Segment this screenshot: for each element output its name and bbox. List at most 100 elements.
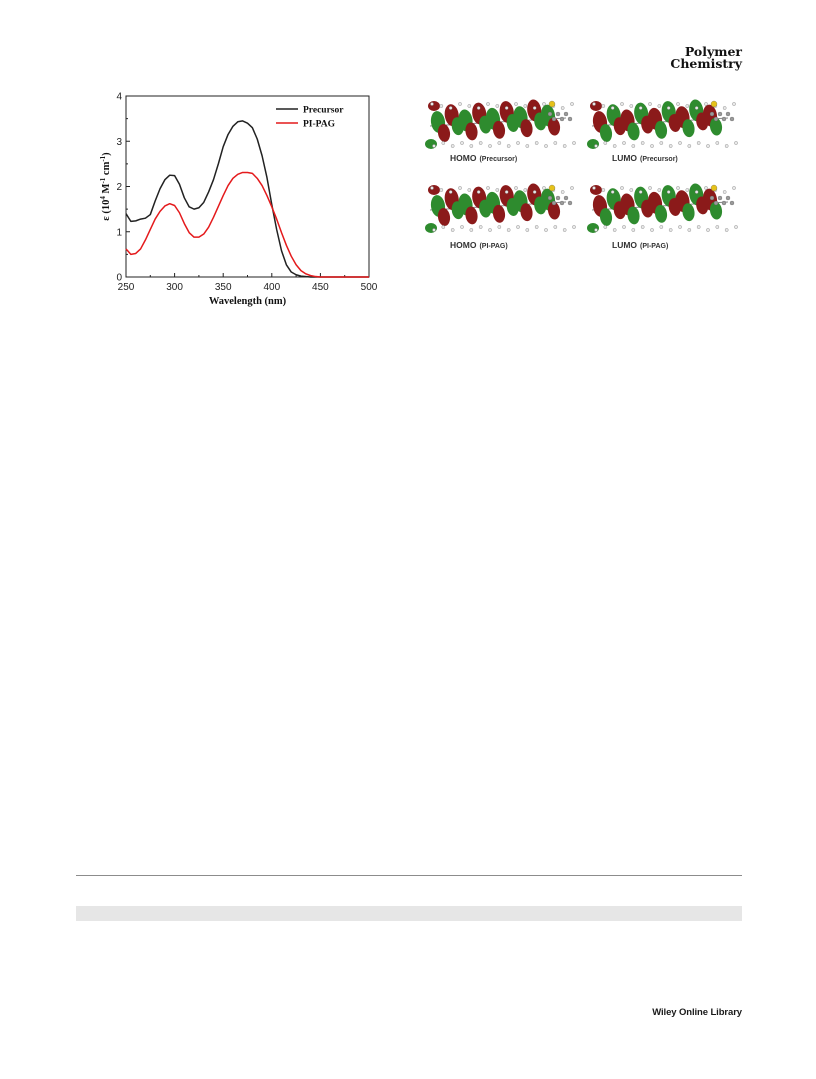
orbital-lobe — [709, 117, 723, 136]
orbital-lobe — [520, 203, 533, 222]
atom — [725, 195, 731, 201]
atom — [570, 102, 574, 106]
orbital-lobe — [682, 119, 695, 138]
atom — [497, 225, 502, 229]
atom — [467, 188, 472, 192]
atom — [687, 144, 692, 148]
orbital-lobe — [465, 206, 478, 225]
orbital-lobe — [627, 122, 640, 141]
atom — [488, 228, 492, 232]
orbital-lobe — [428, 101, 440, 111]
y-axis-label: ε (104 M-1 cm-1) — [100, 152, 112, 221]
atom — [544, 228, 548, 232]
atom — [562, 228, 567, 232]
atom — [713, 116, 719, 122]
atom — [450, 228, 455, 232]
atom — [504, 106, 509, 110]
atom — [648, 102, 652, 106]
orbital-lobe — [587, 223, 599, 233]
atom — [694, 190, 699, 194]
atom — [525, 144, 530, 148]
atom — [713, 200, 719, 206]
atom — [478, 225, 483, 229]
atom — [430, 102, 434, 106]
atom — [657, 188, 662, 192]
atom — [678, 225, 682, 229]
frontier-orbital-figure: HOMO (Precursor) LUMO (Precursor)HOMO (PI-PA… — [425, 99, 738, 250]
atom — [659, 225, 664, 229]
atom — [601, 188, 606, 192]
y-axis-label-part: 4 — [100, 196, 107, 200]
atom — [504, 190, 509, 194]
molecule-render — [587, 183, 738, 233]
footer-band — [76, 906, 742, 921]
atom — [603, 225, 608, 229]
legend-label: PI-PAG — [303, 120, 336, 130]
atom — [696, 141, 701, 145]
orbital-lobe — [654, 120, 668, 139]
orbital-lobe — [599, 208, 613, 226]
orbital-lobe — [437, 208, 451, 226]
atom — [563, 111, 569, 117]
orbital-label-main: HOMO — [450, 153, 477, 163]
atom — [709, 195, 715, 201]
y-tick-label: 1 — [116, 227, 122, 238]
atom — [506, 228, 511, 232]
atom — [516, 141, 520, 145]
x-tick-label: 450 — [312, 282, 329, 293]
atom — [567, 200, 573, 206]
atom — [532, 190, 537, 194]
atom — [514, 102, 518, 106]
atom — [555, 111, 561, 117]
series-line-pi-pag — [125, 171, 369, 278]
atom — [448, 106, 453, 110]
atom — [687, 228, 692, 232]
atom — [601, 104, 606, 108]
uv-vis-absorption-chart: 250 300 350 400 450 500 0 1 2 3 4 Wavelength (nm) ε … — [100, 92, 378, 308]
atom — [506, 144, 511, 148]
molecule-render — [425, 99, 576, 149]
atom — [478, 141, 483, 145]
atom — [534, 225, 539, 229]
atom — [476, 106, 481, 110]
atom — [516, 225, 520, 229]
y-axis-label-part: -1 — [100, 155, 107, 161]
molecule-render — [587, 99, 738, 149]
atom — [717, 111, 723, 117]
atom — [722, 106, 727, 110]
atom — [458, 186, 462, 190]
atom — [629, 188, 634, 192]
molecule-render — [425, 183, 576, 233]
orbital-lobe — [547, 201, 561, 220]
journal-name-line2: Chemistry — [670, 56, 742, 71]
atom — [441, 141, 446, 145]
atom — [488, 144, 492, 148]
atom — [685, 104, 690, 108]
atom — [722, 190, 727, 194]
atom — [560, 190, 565, 194]
orbital-lobe — [709, 201, 723, 220]
atom — [460, 141, 464, 145]
atom — [551, 116, 557, 122]
orbital-label-sub: (PI-PAG) — [640, 243, 668, 250]
atom — [439, 104, 444, 108]
x-axis-label: Wavelength (nm) — [209, 296, 287, 307]
atom — [610, 106, 615, 110]
atom — [640, 141, 645, 145]
atom — [629, 104, 634, 108]
orbital-lobe — [425, 223, 437, 233]
atom — [523, 188, 528, 192]
atom — [547, 111, 553, 117]
atom — [732, 102, 736, 106]
atom — [622, 225, 626, 229]
orbital-lobe — [627, 206, 640, 225]
atom — [547, 195, 553, 201]
atom — [734, 141, 738, 145]
atom — [559, 200, 565, 206]
y-axis-label-part: cm — [101, 161, 112, 177]
atom — [638, 190, 643, 194]
atom — [685, 188, 690, 192]
atom — [612, 144, 617, 148]
orbital-lobe — [425, 139, 437, 149]
atom — [548, 184, 556, 192]
